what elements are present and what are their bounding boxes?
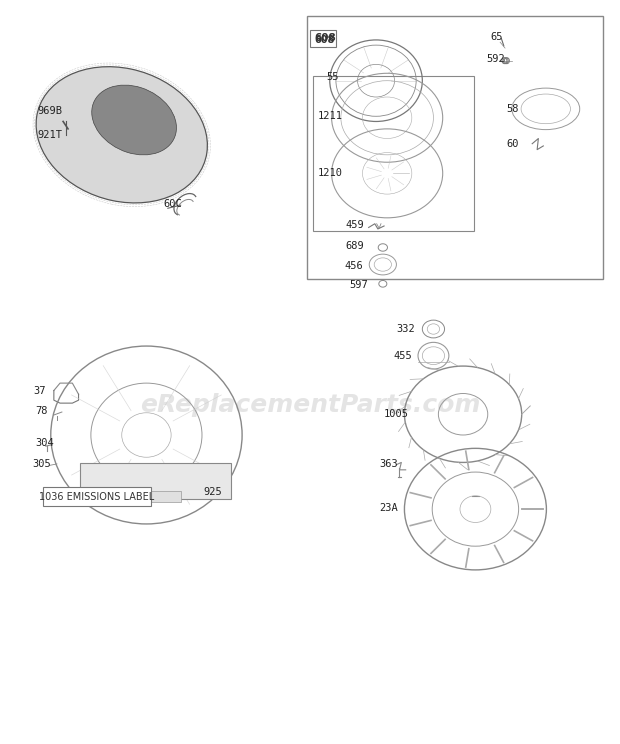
Text: 60: 60 — [507, 138, 519, 149]
Text: 921T: 921T — [37, 129, 62, 140]
Text: 363: 363 — [379, 459, 398, 469]
Text: 1005: 1005 — [384, 409, 409, 420]
Ellipse shape — [92, 85, 177, 155]
Text: 55: 55 — [327, 72, 339, 82]
Text: 305: 305 — [32, 459, 51, 469]
Text: 459: 459 — [346, 220, 365, 230]
Text: 925: 925 — [204, 487, 223, 497]
Text: 58: 58 — [507, 104, 519, 114]
FancyBboxPatch shape — [143, 491, 181, 501]
FancyBboxPatch shape — [43, 487, 151, 506]
Text: 456: 456 — [344, 261, 363, 271]
Text: 23A: 23A — [379, 504, 398, 513]
Text: 592: 592 — [487, 54, 505, 64]
Text: 304: 304 — [35, 438, 54, 448]
Text: 689: 689 — [346, 241, 365, 251]
Text: 1211: 1211 — [317, 112, 342, 121]
FancyBboxPatch shape — [81, 464, 231, 499]
Text: 608: 608 — [314, 35, 335, 45]
Text: 455: 455 — [393, 350, 412, 361]
FancyBboxPatch shape — [310, 31, 336, 47]
Text: 1210: 1210 — [317, 168, 342, 179]
Text: 969B: 969B — [37, 106, 62, 116]
Text: 78: 78 — [35, 405, 48, 416]
Text: 65: 65 — [491, 32, 503, 42]
Ellipse shape — [36, 67, 208, 203]
Text: 1036 EMISSIONS LABEL: 1036 EMISSIONS LABEL — [40, 492, 154, 501]
Text: eReplacementParts.com: eReplacementParts.com — [140, 394, 480, 417]
Text: 332: 332 — [396, 324, 415, 334]
Text: 608: 608 — [314, 33, 336, 42]
Text: 597: 597 — [349, 280, 368, 289]
Text: 60C: 60C — [163, 199, 182, 210]
Text: 37: 37 — [33, 385, 46, 396]
